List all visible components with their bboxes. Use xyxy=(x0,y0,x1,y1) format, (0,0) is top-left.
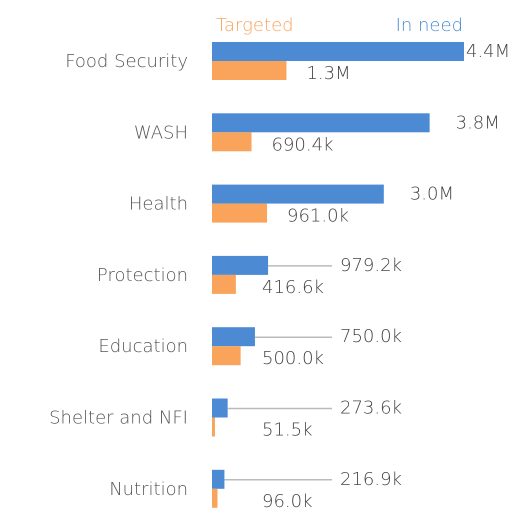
value-label: 500.0k xyxy=(262,348,324,369)
bar xyxy=(212,113,430,133)
value-label: 690.4k xyxy=(272,134,334,155)
bar xyxy=(212,255,269,275)
value-label: 216.9k xyxy=(340,469,402,490)
bar xyxy=(212,346,241,366)
value-label: 750.0k xyxy=(340,326,402,347)
bar xyxy=(212,132,252,152)
bar xyxy=(212,398,228,418)
bar xyxy=(212,184,384,204)
value-label: 4.4M xyxy=(466,41,510,62)
category-label: Health xyxy=(129,194,188,215)
category-label: Education xyxy=(98,336,188,357)
bar xyxy=(212,488,218,508)
value-label: 96.0k xyxy=(262,491,313,510)
value-label: 273.6k xyxy=(340,398,402,419)
bar xyxy=(212,61,287,80)
category-label: Protection xyxy=(97,265,188,286)
bar xyxy=(212,274,236,294)
value-label: 961.0k xyxy=(287,206,349,227)
bar xyxy=(212,417,215,437)
bar xyxy=(212,327,255,347)
category-label: Shelter and NFI xyxy=(49,408,188,429)
legend-label: In need xyxy=(396,15,463,36)
value-label: 3.0M xyxy=(410,184,454,205)
category-label: Food Security xyxy=(65,51,188,72)
category-label: WASH xyxy=(134,122,188,143)
bar xyxy=(212,469,225,489)
value-label: 1.3M xyxy=(306,63,350,84)
bar xyxy=(212,42,464,61)
value-label: 3.8M xyxy=(456,112,500,133)
legend-label: Targeted xyxy=(216,15,294,36)
value-label: 416.6k xyxy=(262,277,324,298)
value-label: 51.5k xyxy=(262,420,313,441)
bar xyxy=(212,203,268,223)
category-label: Nutrition xyxy=(109,479,188,500)
value-label: 979.2k xyxy=(340,255,402,276)
